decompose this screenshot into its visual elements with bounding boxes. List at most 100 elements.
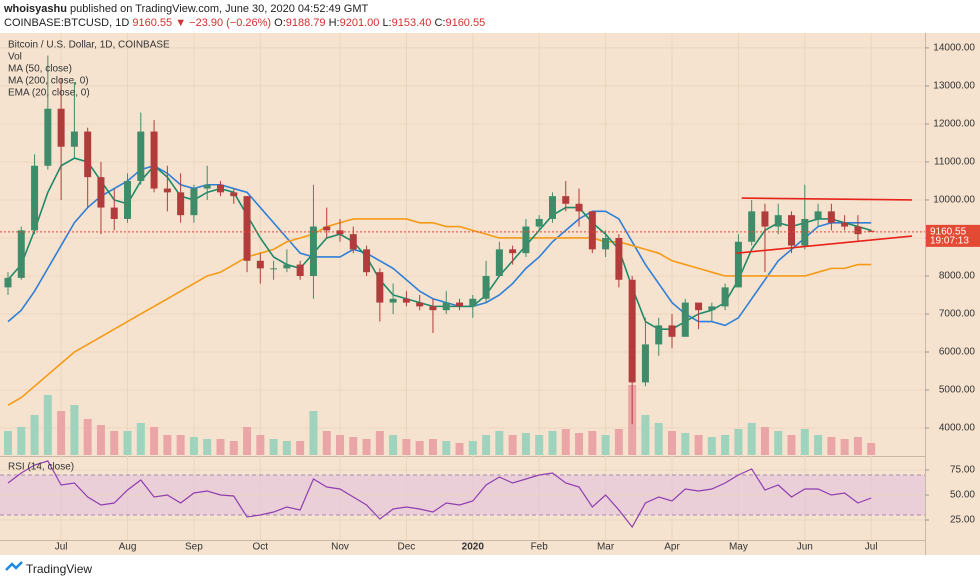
candle-body — [708, 306, 716, 311]
last-price-label: 9160.55 — [930, 227, 967, 238]
volume-bar — [415, 441, 424, 455]
volume-bar — [83, 419, 92, 455]
candle-body — [389, 298, 397, 303]
candle-body — [4, 277, 12, 288]
open: O: — [274, 17, 286, 29]
candle-body — [442, 302, 450, 311]
candle-body — [296, 264, 304, 276]
candle-body — [841, 222, 849, 227]
candle-body — [31, 165, 39, 231]
x-tick-label: Sep — [185, 542, 203, 553]
volume-bar — [668, 431, 676, 455]
author: whoisyashu — [4, 3, 67, 15]
candle-body — [867, 230, 875, 232]
candle-body — [323, 226, 331, 231]
high-value: 9201.00 — [339, 17, 380, 29]
x-tick-label: Jul — [865, 542, 878, 553]
volume-bar — [721, 435, 730, 455]
price-axis-border — [925, 33, 926, 555]
legend-entry: Vol — [8, 52, 22, 63]
candle-body — [602, 237, 610, 250]
volume-bar — [681, 433, 690, 455]
y-tick-label: 13000.00 — [933, 81, 975, 92]
volume-bar — [588, 431, 597, 455]
volume-bar — [136, 423, 145, 455]
x-tick-label: Apr — [664, 542, 680, 553]
volume-bar — [482, 435, 491, 455]
x-tick-label: Mar — [597, 542, 615, 553]
candle-body — [695, 302, 703, 311]
candle-body — [509, 249, 517, 254]
volume-bar — [774, 431, 783, 455]
volume-bar — [229, 441, 238, 455]
candle-body — [97, 177, 105, 208]
candle-body — [376, 272, 384, 303]
volume-bar — [70, 405, 79, 455]
rsi-line — [7, 460, 872, 529]
volume-bar — [176, 435, 185, 455]
volume-bar — [256, 435, 265, 455]
quote-line: COINBASE:BTCUSD, 1D 9160.55 ▼ −23.90 (−0… — [4, 17, 485, 29]
close: C: — [434, 17, 446, 29]
candle-body — [469, 298, 477, 307]
volume-bar — [800, 429, 809, 455]
volume-bar — [867, 443, 876, 455]
volume-bar — [110, 431, 119, 455]
volume-bar — [349, 437, 358, 455]
volume-bar — [455, 443, 464, 455]
volume-bar — [336, 435, 344, 455]
candle-body — [363, 249, 371, 273]
candle-body — [575, 203, 583, 212]
candle-body — [429, 306, 437, 311]
candle-body — [535, 218, 543, 227]
candle-body — [137, 131, 145, 181]
volume-bar — [840, 439, 849, 455]
candle-body — [84, 131, 92, 178]
x-tick-label: Feb — [531, 542, 549, 553]
candle-body — [110, 207, 118, 219]
candle-body — [456, 302, 464, 307]
publisher-line: whoisyashu published on TradingView.com,… — [4, 3, 368, 15]
published-text: published on TradingView.com, June 30, 2… — [70, 3, 369, 15]
volume-bar — [428, 439, 437, 455]
close-value: 9160.55 — [445, 17, 486, 29]
legend-entry: EMA (20, close, 0) — [8, 88, 90, 99]
candle-body — [628, 279, 636, 383]
y-tick-label: 10000.00 — [933, 195, 975, 206]
candle-body — [814, 211, 822, 219]
volume-bar — [309, 411, 318, 455]
candle-body — [402, 298, 410, 303]
candle-body — [681, 302, 689, 337]
volume-bar — [296, 441, 305, 455]
candle-body — [748, 211, 756, 242]
volume-bar — [561, 429, 570, 455]
volume-bar — [760, 427, 769, 455]
candle-body — [495, 249, 503, 276]
open-value: 9188.79 — [285, 17, 326, 29]
countdown-label: 19:07:13 — [930, 236, 969, 247]
volume-bar — [521, 433, 530, 455]
y-tick-label: 8000.00 — [939, 271, 976, 282]
volume-bar — [189, 437, 198, 455]
volume-bar — [17, 427, 26, 455]
volume-bar — [96, 425, 105, 455]
x-tick-label: Aug — [119, 542, 137, 553]
volume-bar — [4, 431, 12, 455]
volume-bar — [495, 431, 504, 455]
candle-body — [256, 260, 264, 269]
candle-body — [309, 226, 317, 276]
candle-body — [522, 226, 530, 254]
volume-bar — [375, 431, 384, 455]
footer-brand: TradingView — [26, 562, 93, 576]
volume-bar — [163, 435, 172, 455]
volume-bar — [269, 439, 278, 455]
candle-body — [243, 196, 251, 261]
volume-bar — [814, 435, 823, 455]
trendline — [741, 197, 913, 201]
volume-bar — [362, 439, 371, 455]
volume-bar — [30, 415, 39, 455]
candle-body — [734, 241, 742, 288]
y-tick-label: 4000.00 — [939, 423, 976, 434]
